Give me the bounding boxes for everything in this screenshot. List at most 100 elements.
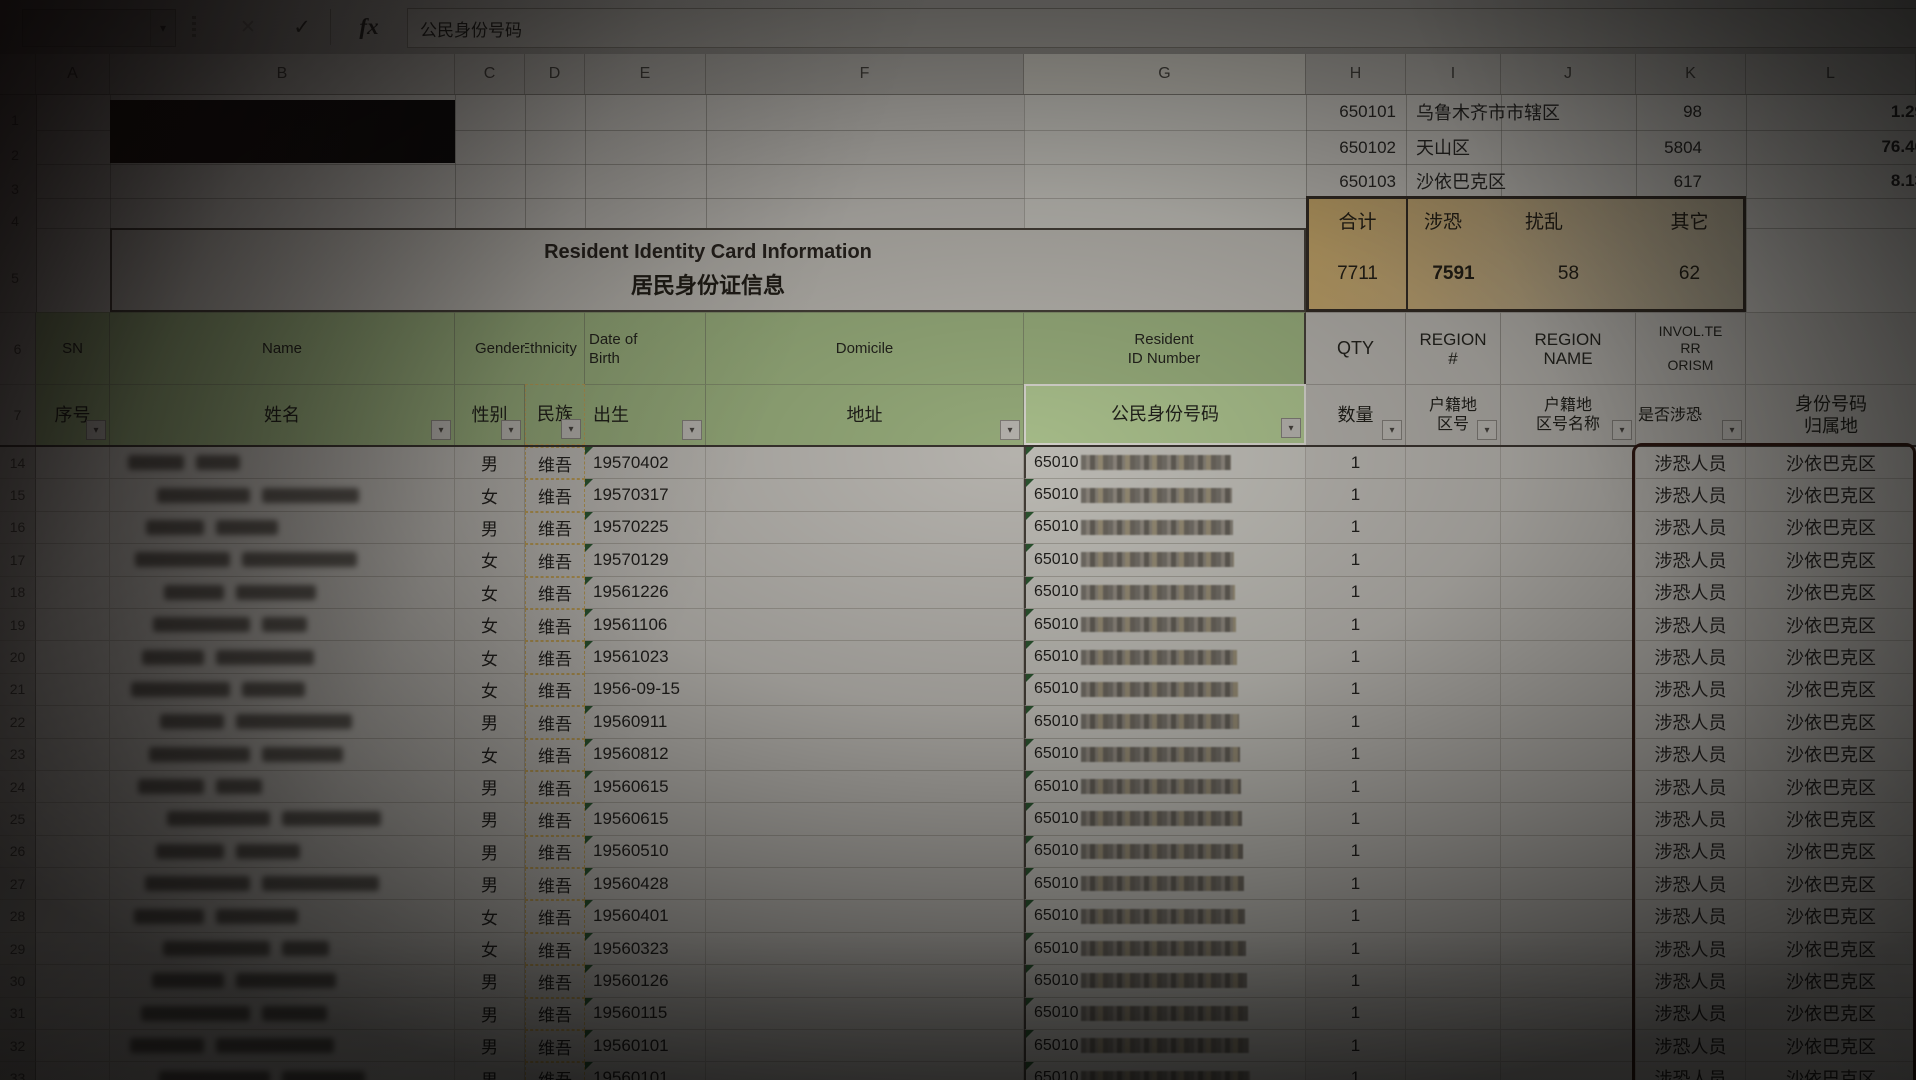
cell-sn[interactable] [36,706,110,739]
cell-ethnicity[interactable]: 维吾 [525,544,585,577]
cell-origin[interactable]: 沙依巴克区 [1746,868,1916,901]
totals-value[interactable]: 58 [1557,263,1580,284]
cell-domicile[interactable] [706,738,1024,771]
cell-id-number[interactable]: 65010 [1024,1030,1306,1063]
cell-involve[interactable]: 涉恐人员 [1636,835,1746,869]
cell-qty[interactable]: 1 [1306,868,1406,901]
header-involve-zh[interactable]: 是否涉恐 ▾ [1636,384,1746,445]
cell-id-number[interactable]: 65010 [1024,706,1306,739]
totals-value[interactable]: 7711 [1337,263,1378,284]
cell-region-name[interactable] [1501,738,1636,771]
cell-domicile[interactable] [706,965,1024,998]
cell-qty[interactable]: 1 [1306,803,1406,836]
cell-gender[interactable]: 男 [455,1030,525,1063]
cell-region-name[interactable] [1501,900,1636,933]
cell-name-blurred[interactable] [110,932,455,966]
column-header-A[interactable]: A [36,54,110,94]
cell-origin[interactable]: 沙依巴克区 [1746,965,1916,998]
row-header[interactable]: 29 [0,932,36,966]
cell-id-number[interactable]: 65010 [1024,576,1306,609]
cell-domicile[interactable] [706,803,1024,836]
header-name-en[interactable]: Name [110,312,455,384]
cell-region-name[interactable] [1501,673,1636,707]
cell-involve[interactable]: 涉恐人员 [1636,965,1746,998]
cell-id-number[interactable]: 65010 [1024,965,1306,998]
cell-id-number[interactable]: 65010 [1024,673,1306,707]
cell-gender[interactable]: 女 [455,479,525,512]
cell-region-name[interactable] [1501,770,1636,804]
filter-button[interactable]: ▾ [1612,420,1632,440]
row-header[interactable]: 19 [0,608,36,642]
column-header-F[interactable]: F [706,54,1024,94]
cell-region-pct[interactable]: 8.13 [1890,171,1916,190]
totals-value[interactable]: 7591 [1432,263,1475,284]
cell-id-number[interactable]: 65010 [1024,1062,1306,1080]
cell-qty[interactable]: 1 [1306,479,1406,512]
header-ethnicity-zh[interactable]: 民族 ▾ [525,384,585,445]
cell-sn[interactable] [36,835,110,869]
totals-value[interactable]: 62 [1678,263,1701,284]
chevron-down-icon[interactable]: ▾ [150,10,175,46]
cell-region-no[interactable] [1406,738,1501,771]
cell-name-blurred[interactable] [110,608,455,642]
cell-qty[interactable]: 1 [1306,544,1406,577]
totals-label[interactable]: 涉恐 [1424,212,1463,233]
cell-domicile[interactable] [706,608,1024,642]
cell-involve[interactable]: 涉恐人员 [1636,803,1746,836]
header-dob-zh[interactable]: 出生 ▾ [585,384,706,445]
cell-region-name[interactable] [1501,576,1636,609]
cell-qty[interactable]: 1 [1306,997,1406,1031]
cell-name-blurred[interactable] [110,511,455,545]
cell-gender[interactable]: 女 [455,544,525,577]
sheet-title-cell[interactable]: Resident Identity Card Information 居民身份证… [110,228,1306,312]
cell-domicile[interactable] [706,835,1024,869]
cell-ethnicity[interactable]: 维吾 [525,608,585,642]
cell-gender[interactable]: 女 [455,738,525,771]
row-header[interactable]: 7 [0,384,36,445]
cell-involve[interactable]: 涉恐人员 [1636,608,1746,642]
cell-qty[interactable]: 1 [1306,738,1406,771]
cell-origin[interactable]: 沙依巴克区 [1746,447,1916,480]
cell-region-name[interactable] [1501,511,1636,545]
cell-name-blurred[interactable] [110,1030,455,1063]
row-header[interactable]: 31 [0,997,36,1031]
cell-origin[interactable]: 沙依巴克区 [1746,771,1916,804]
cell-name-blurred[interactable] [110,447,455,480]
cell-region-name[interactable]: 乌鲁木齐市市辖区 [1416,103,1560,123]
cell-ethnicity[interactable]: 维吾 [525,706,585,739]
row-header[interactable]: 26 [0,835,36,869]
cell-region-name[interactable] [1501,479,1636,512]
cell-gender[interactable]: 男 [455,997,525,1031]
cell-gender[interactable]: 男 [455,770,525,804]
cell-region-no[interactable] [1406,576,1501,609]
row-header[interactable]: 27 [0,868,36,901]
row-header[interactable]: 1 [11,112,19,128]
cell-origin[interactable]: 沙依巴克区 [1746,739,1916,771]
cell-region-no[interactable] [1406,1062,1501,1080]
name-box[interactable]: ▾ [22,9,176,47]
row-header[interactable]: 22 [0,706,36,739]
cell-gender[interactable]: 男 [455,803,525,836]
cell-region-count[interactable]: 5804 [1664,138,1702,157]
cell-region-no[interactable] [1406,835,1501,869]
cell-ethnicity[interactable]: 维吾 [525,997,585,1031]
cell-domicile[interactable] [706,706,1024,739]
cell-sn[interactable] [36,868,110,901]
cell-qty[interactable]: 1 [1306,576,1406,609]
cell-gender[interactable]: 男 [455,965,525,998]
cell-region-name[interactable] [1501,1030,1636,1063]
cell-dob[interactable]: 19570402 [585,447,706,480]
column-header-G[interactable]: G [1024,54,1306,94]
cell-id-number[interactable]: 65010 [1024,868,1306,901]
header-id-en[interactable]: Resident ID Number [1024,312,1306,384]
cell-name-blurred[interactable] [110,1062,455,1080]
cell-origin[interactable]: 沙依巴克区 [1746,900,1916,933]
filter-button[interactable]: ▾ [1281,418,1301,438]
header-qty-en[interactable]: QTY [1306,312,1406,384]
row-header[interactable]: 21 [0,673,36,707]
totals-label[interactable]: 其它 [1670,212,1709,233]
cell-name-blurred[interactable] [110,576,455,609]
cell-involve[interactable]: 涉恐人员 [1636,479,1746,512]
cell-region-no[interactable] [1406,1030,1501,1063]
cell-domicile[interactable] [706,641,1024,674]
